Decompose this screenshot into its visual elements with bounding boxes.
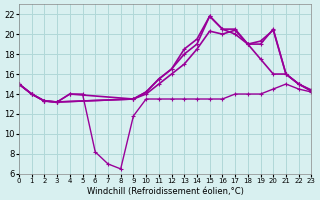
- X-axis label: Windchill (Refroidissement éolien,°C): Windchill (Refroidissement éolien,°C): [87, 187, 244, 196]
